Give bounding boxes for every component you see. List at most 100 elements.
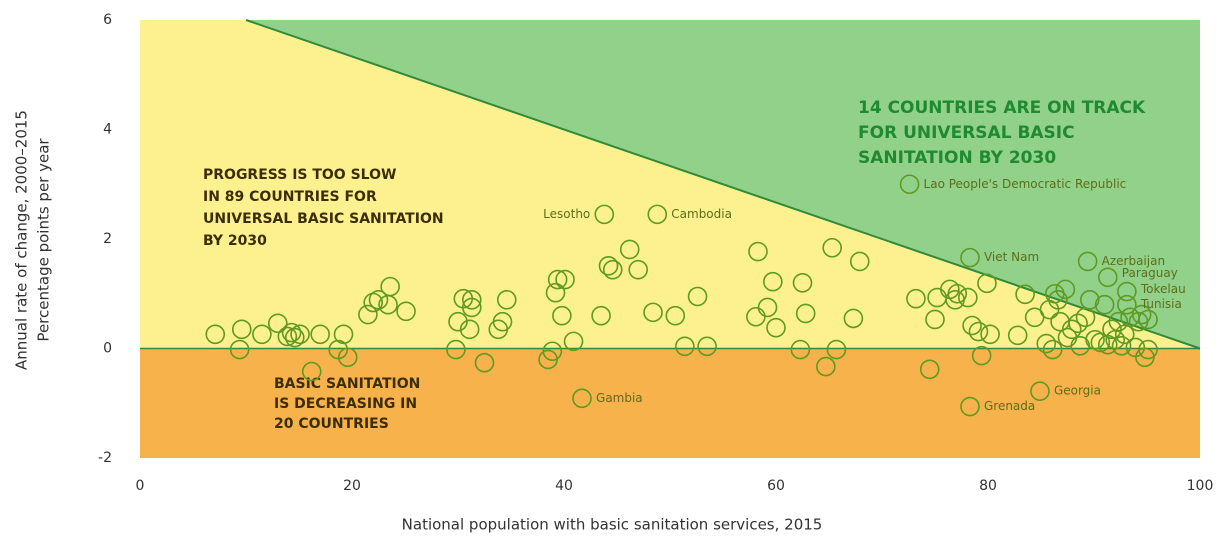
- point: [675, 336, 695, 357]
- point: [795, 303, 816, 324]
- point: [252, 324, 272, 345]
- point: [461, 297, 482, 318]
- point: [1097, 267, 1118, 288]
- point-label: Grenada: [984, 399, 1035, 413]
- point-label: Azerbaijan: [1102, 254, 1165, 268]
- point: [977, 273, 997, 294]
- point: [763, 271, 783, 292]
- point: [496, 289, 517, 310]
- y-tick-label: 6: [103, 12, 112, 28]
- point: [748, 241, 768, 262]
- point: [899, 174, 920, 195]
- point: [919, 359, 940, 380]
- point: [474, 352, 495, 373]
- y-axis-label: Annual rate of change, 2000–2015: [13, 110, 31, 370]
- point: [229, 339, 250, 360]
- point: [380, 276, 400, 297]
- point: [1048, 289, 1068, 310]
- point: [1055, 279, 1076, 300]
- point: [1131, 304, 1152, 325]
- point: [281, 322, 302, 343]
- point: [267, 313, 288, 334]
- point-label: Viet Nam: [984, 250, 1039, 264]
- point: [547, 269, 568, 290]
- point: [1111, 335, 1132, 356]
- point: [572, 388, 592, 409]
- y-tick-label: 0: [103, 341, 112, 357]
- point: [687, 286, 708, 307]
- point: [1007, 325, 1028, 346]
- point: [628, 259, 649, 280]
- point: [1030, 381, 1050, 402]
- point: [1090, 332, 1111, 353]
- x-tick-label: 0: [136, 478, 145, 494]
- point: [980, 324, 1000, 345]
- point: [337, 347, 358, 368]
- point: [594, 204, 615, 225]
- point: [492, 311, 513, 332]
- point-label: Georgia: [1054, 384, 1101, 398]
- annotation: SANITATION BY 2030: [858, 148, 1056, 168]
- point: [766, 317, 786, 338]
- point: [822, 237, 842, 258]
- annotation: BASIC SANITATION: [274, 376, 420, 392]
- point-label: Cambodia: [671, 207, 732, 221]
- point: [1117, 281, 1137, 302]
- point: [563, 331, 584, 352]
- point: [545, 282, 566, 303]
- point: [284, 327, 305, 348]
- point: [962, 315, 982, 336]
- y-tick-label: 4: [103, 122, 112, 138]
- point: [968, 321, 989, 342]
- point: [368, 289, 389, 310]
- x-tick-label: 40: [555, 478, 573, 494]
- point: [552, 305, 572, 326]
- point: [602, 259, 623, 280]
- point: [1042, 339, 1063, 360]
- point: [790, 339, 811, 360]
- y-axis-label: Percentage points per year: [35, 138, 53, 342]
- point: [643, 302, 663, 323]
- point: [971, 345, 992, 366]
- point: [1102, 319, 1122, 340]
- point: [665, 305, 686, 326]
- point: [448, 311, 468, 332]
- point: [826, 339, 847, 360]
- point: [619, 239, 640, 260]
- point: [446, 339, 466, 360]
- point: [461, 289, 482, 310]
- point: [358, 304, 378, 325]
- point: [310, 324, 331, 345]
- point: [1117, 294, 1137, 315]
- y-tick-label: -2: [98, 450, 112, 466]
- point-label: Tunisia: [1140, 297, 1182, 311]
- point: [598, 256, 619, 276]
- point: [1061, 319, 1082, 340]
- point: [591, 305, 611, 326]
- annotation: UNIVERSAL BASIC SANITATION: [203, 211, 444, 227]
- annotation: IS DECREASING IN: [274, 396, 417, 412]
- annotation: FOR UNIVERSAL BASIC: [858, 123, 1075, 143]
- point: [1079, 289, 1100, 310]
- point: [1108, 311, 1129, 332]
- point: [1036, 333, 1057, 354]
- point: [1138, 339, 1158, 360]
- point: [947, 283, 968, 304]
- point-label: Gambia: [596, 391, 643, 405]
- point-label: Lao People's Democratic Republic: [924, 177, 1127, 191]
- point: [205, 324, 226, 345]
- point: [459, 319, 480, 340]
- x-tick-label: 20: [343, 478, 361, 494]
- annotation: 14 COUNTRIES ARE ON TRACK: [858, 98, 1146, 118]
- point: [333, 324, 354, 345]
- point: [396, 301, 416, 322]
- annotation: 20 COUNTRIES: [274, 416, 389, 432]
- point: [960, 396, 980, 417]
- point: [301, 361, 322, 382]
- point: [757, 297, 778, 318]
- point: [958, 287, 978, 308]
- x-tick-label: 60: [767, 478, 785, 494]
- x-axis-label: National population with basic sanitatio…: [402, 516, 823, 534]
